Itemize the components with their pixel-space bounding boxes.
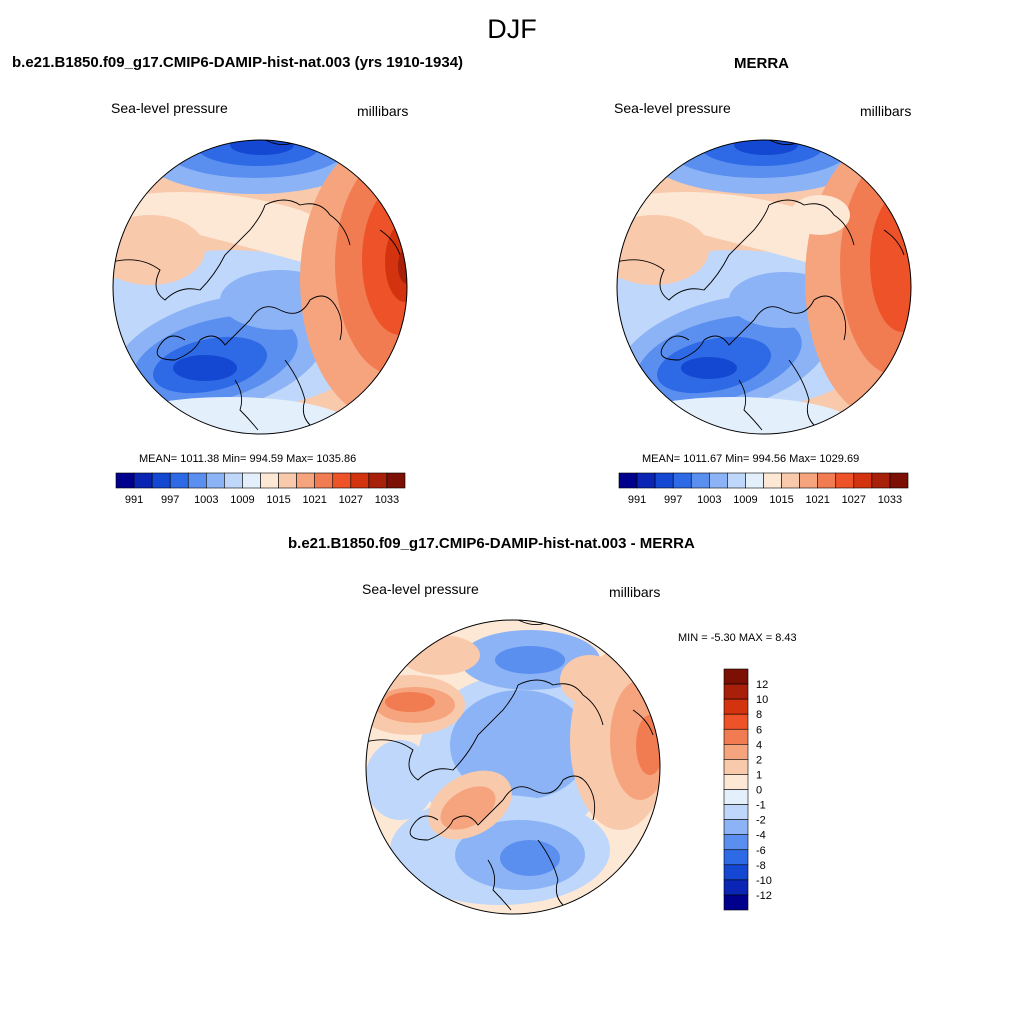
colorbar-swatch — [206, 472, 225, 489]
colorbar-swatch — [690, 472, 710, 489]
colorbar-swatch — [723, 668, 749, 685]
colorbar-swatch — [618, 472, 638, 489]
colorbar-swatch — [723, 789, 749, 805]
colorbar-swatch — [799, 472, 818, 489]
panel-1-units-label: millibars — [357, 103, 409, 119]
colorbar-tick-label: 10 — [756, 694, 768, 706]
colorbar-tick-label: 991 — [628, 494, 646, 506]
colorbar-tick-label: 6 — [756, 724, 762, 736]
colorbar-tick-label: 1027 — [842, 494, 866, 506]
panel-2-variable-label: Sea-level pressure — [614, 100, 731, 116]
colorbar-swatch — [133, 472, 153, 489]
colorbar-swatch — [871, 472, 891, 489]
colorbar-swatch — [723, 819, 749, 835]
panel-2-units-label: millibars — [860, 103, 912, 119]
colorbar-swatch — [723, 744, 749, 760]
colorbar-swatch — [368, 472, 388, 489]
colorbar-swatch — [260, 472, 279, 489]
colorbar-tick-label: -6 — [756, 845, 766, 857]
colorbar-swatch — [115, 472, 135, 489]
colorbar-tick-label: 997 — [664, 494, 682, 506]
colorbar-swatch — [224, 472, 243, 489]
colorbar-swatch — [853, 472, 873, 489]
panel-2-stats: MEAN= 1011.67 Min= 994.56 Max= 1029.69 — [642, 453, 860, 465]
colorbar-swatch — [723, 804, 749, 820]
colorbar-tick-label: -8 — [756, 860, 766, 872]
panel-1-stats: MEAN= 1011.38 Min= 994.59 Max= 1035.86 — [139, 453, 357, 465]
panel-1-variable-label: Sea-level pressure — [111, 100, 228, 116]
colorbar-swatch — [242, 472, 261, 489]
panel-3-units-label: millibars — [609, 584, 661, 600]
colorbar-tick-label: 1033 — [375, 494, 399, 506]
colorbar-swatch — [723, 713, 749, 730]
colorbar-tick-label: 1021 — [805, 494, 829, 506]
colorbar-tick-label: 2 — [756, 754, 762, 766]
colorbar-tick-label: 0 — [756, 785, 762, 797]
colorbar-swatch — [296, 472, 315, 489]
colorbar-swatch — [723, 864, 749, 881]
colorbar-swatch — [169, 472, 189, 489]
colorbar-swatch — [654, 472, 674, 489]
colorbar-tick-label: -4 — [756, 830, 766, 842]
colorbar-tick-label: 1003 — [194, 494, 218, 506]
colorbar-swatch — [278, 472, 297, 489]
panel-3-title: b.e21.B1850.f09_g17.CMIP6-DAMIP-hist-nat… — [288, 535, 695, 552]
colorbar-swatch — [350, 472, 370, 489]
colorbar-tick-label: 12 — [756, 679, 768, 691]
colorbar-swatch — [745, 472, 764, 489]
panel-2-colorbar: 991 997 1003 1009 1015 1021 1027 1033 — [618, 472, 909, 506]
colorbar-tick-label: 8 — [756, 709, 762, 721]
colorbar-swatch — [636, 472, 656, 489]
panel-2-title: MERRA — [734, 55, 789, 72]
colorbar-swatch — [709, 472, 728, 489]
colorbar-tick-label: 1009 — [230, 494, 254, 506]
colorbar-tick-label: 1027 — [339, 494, 363, 506]
panel-3-map — [365, 619, 661, 915]
colorbar-swatch — [723, 834, 749, 851]
colorbar-swatch — [723, 698, 749, 715]
colorbar-tick-label: -12 — [756, 890, 772, 902]
colorbar-tick-label: 4 — [756, 739, 762, 751]
colorbar-swatch — [723, 759, 749, 775]
colorbar-tick-label: -2 — [756, 815, 766, 827]
colorbar-swatch — [723, 774, 749, 790]
colorbar-tick-label: 1021 — [302, 494, 326, 506]
colorbar-swatch — [723, 683, 749, 700]
colorbar-tick-label: 1009 — [733, 494, 757, 506]
colorbar-swatch — [672, 472, 692, 489]
panel-3-stats: MIN = -5.30 MAX = 8.43 — [678, 632, 797, 644]
colorbar-swatch — [835, 472, 855, 489]
panel-1-title: b.e21.B1850.f09_g17.CMIP6-DAMIP-hist-nat… — [12, 54, 464, 71]
panel-1-map — [112, 139, 408, 435]
colorbar-tick-label: -1 — [756, 800, 766, 812]
colorbar-swatch — [723, 849, 749, 866]
colorbar-tick-label: 1033 — [878, 494, 902, 506]
colorbar-tick-label: -10 — [756, 875, 772, 887]
colorbar-swatch — [763, 472, 782, 489]
panel-2-map — [616, 139, 912, 435]
colorbar-tick-label: 991 — [125, 494, 143, 506]
figure-title: DJF — [487, 14, 537, 44]
colorbar-swatch — [723, 728, 749, 745]
colorbar-swatch — [781, 472, 800, 489]
colorbar-swatch — [723, 894, 749, 911]
colorbar-swatch — [889, 472, 909, 489]
colorbar-swatch — [817, 472, 837, 489]
colorbar-tick-label: 1 — [756, 769, 762, 781]
colorbar-swatch — [723, 879, 749, 896]
colorbar-swatch — [187, 472, 207, 489]
colorbar-swatch — [727, 472, 746, 489]
panel-1-colorbar: 991 997 1003 1009 1015 1021 1027 1033 — [115, 472, 406, 506]
colorbar-swatch — [314, 472, 334, 489]
panel-3-variable-label: Sea-level pressure — [362, 581, 479, 597]
colorbar-tick-label: 1015 — [266, 494, 290, 506]
colorbar-swatch — [151, 472, 171, 489]
colorbar-swatch — [386, 472, 406, 489]
colorbar-tick-label: 1015 — [769, 494, 793, 506]
colorbar-swatch — [332, 472, 352, 489]
colorbar-tick-label: 997 — [161, 494, 179, 506]
colorbar-tick-label: 1003 — [697, 494, 721, 506]
